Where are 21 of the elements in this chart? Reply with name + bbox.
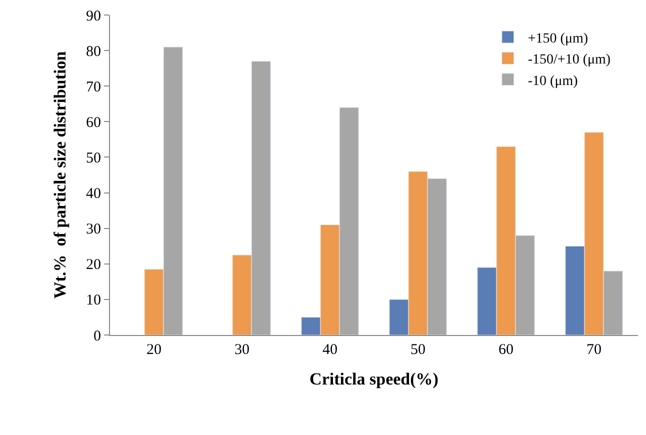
legend-label: -150/+10 (μm) [528,52,611,68]
x-tick-label: 60 [498,342,514,358]
y-tick-label: 50 [86,150,101,166]
x-tick-label: 50 [410,342,426,358]
legend-label: -10 (μm) [528,74,578,89]
y-axis-title: Wt.% of particle size distribution [50,50,70,299]
x-tick-label: 20 [146,342,162,358]
x-tick-label: 70 [586,342,602,358]
y-tick-label: 90 [86,8,101,24]
y-tick-label: 0 [94,328,101,344]
x-tick-label: 30 [234,342,250,358]
y-tick-label: 10 [86,292,101,309]
legend-label: +150 (μm) [528,31,588,46]
y-tick-label: 20 [86,257,101,274]
y-tick-label: 30 [86,222,101,238]
y-tick-label: 70 [86,79,101,96]
y-tick-label: 40 [86,186,101,202]
y-tick-label: 60 [86,114,101,131]
x-tick-label: 40 [322,342,338,358]
y-tick-label: 80 [86,44,101,60]
x-axis-title: Criticla speed(%) [310,369,438,388]
